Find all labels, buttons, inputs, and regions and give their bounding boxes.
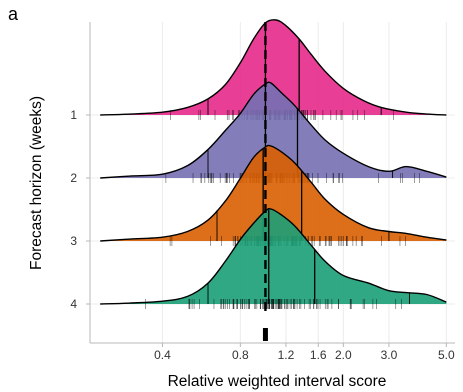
x-tick-label: 0.4 [154, 348, 171, 362]
ridge-outline-1 [100, 19, 447, 116]
y-tick-label: 2 [70, 171, 77, 185]
y-tick-label: 3 [70, 234, 77, 248]
ridge-horizon-4 [100, 207, 447, 309]
ridge-fill-3 [100, 145, 447, 241]
ridge-fill-1 [100, 19, 447, 115]
ridge-outline-3 [100, 144, 447, 242]
ridge-outline-2 [100, 81, 447, 179]
x-tick-label: 5.0 [438, 348, 455, 362]
y-tick-label: 1 [70, 108, 77, 122]
reference-marker [262, 328, 268, 341]
ridge-outline-4 [100, 207, 447, 305]
x-tick-label: 3.0 [381, 348, 398, 362]
density-ridges [100, 19, 447, 309]
x-tick-label: 1.2 [278, 348, 295, 362]
x-tick-label: 2.0 [335, 348, 352, 362]
x-tick-label: 1.6 [310, 348, 327, 362]
panel-letter: a [8, 4, 19, 24]
reference-overlays [262, 22, 268, 341]
ridge-fill-4 [100, 208, 447, 304]
x-axis-title: Relative weighted interval score [168, 373, 387, 390]
axes: 0.4 0.8 1.2 1.6 2.0 3.0 5.0 1 2 3 4 [70, 22, 455, 362]
x-tick-label: 0.8 [232, 348, 249, 362]
y-tick-label: 4 [70, 297, 77, 311]
rug-ticks-4 [145, 299, 402, 309]
y-axis-title: Forecast horizon (weeks) [28, 96, 45, 270]
ridge-fill-2 [100, 82, 447, 178]
